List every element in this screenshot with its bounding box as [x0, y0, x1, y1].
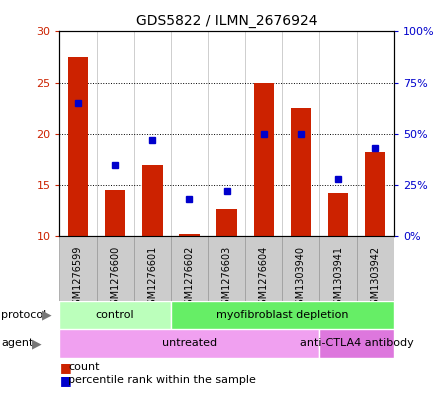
- Bar: [253, 83, 274, 236]
- Text: GSM1303941: GSM1303941: [333, 246, 343, 311]
- Bar: [171, 301, 394, 329]
- Bar: [365, 152, 385, 236]
- Bar: [59, 329, 319, 358]
- Bar: [59, 301, 171, 329]
- Text: untreated: untreated: [162, 338, 217, 349]
- Text: GSM1276604: GSM1276604: [259, 246, 269, 311]
- Text: myofibroblast depletion: myofibroblast depletion: [216, 310, 348, 320]
- Text: ■: ■: [59, 361, 71, 374]
- Text: GSM1303940: GSM1303940: [296, 246, 306, 311]
- Text: GSM1303942: GSM1303942: [370, 246, 380, 311]
- Bar: [134, 236, 171, 301]
- Text: control: control: [96, 310, 135, 320]
- Bar: [96, 236, 134, 301]
- Text: anti-CTLA4 antibody: anti-CTLA4 antibody: [300, 338, 414, 349]
- Text: GSM1276602: GSM1276602: [184, 246, 194, 311]
- Text: GSM1276603: GSM1276603: [222, 246, 231, 311]
- Bar: [319, 329, 394, 358]
- Bar: [282, 236, 319, 301]
- Bar: [179, 234, 200, 236]
- Text: agent: agent: [1, 338, 33, 349]
- Bar: [319, 236, 357, 301]
- Bar: [328, 193, 348, 236]
- Bar: [245, 236, 282, 301]
- Text: GSM1276599: GSM1276599: [73, 246, 83, 311]
- Bar: [171, 236, 208, 301]
- Text: GSM1276601: GSM1276601: [147, 246, 157, 311]
- Bar: [68, 57, 88, 236]
- Text: count: count: [68, 362, 100, 373]
- Title: GDS5822 / ILMN_2676924: GDS5822 / ILMN_2676924: [136, 14, 317, 28]
- Text: ■: ■: [59, 374, 71, 387]
- Text: ▶: ▶: [42, 309, 52, 322]
- Text: GSM1276600: GSM1276600: [110, 246, 120, 311]
- Bar: [291, 108, 311, 236]
- Bar: [357, 236, 394, 301]
- Text: ▶: ▶: [32, 337, 42, 350]
- Text: percentile rank within the sample: percentile rank within the sample: [68, 375, 256, 386]
- Text: protocol: protocol: [1, 310, 46, 320]
- Bar: [142, 165, 162, 236]
- Bar: [105, 190, 125, 236]
- Bar: [208, 236, 245, 301]
- Bar: [59, 236, 96, 301]
- Bar: [216, 209, 237, 236]
